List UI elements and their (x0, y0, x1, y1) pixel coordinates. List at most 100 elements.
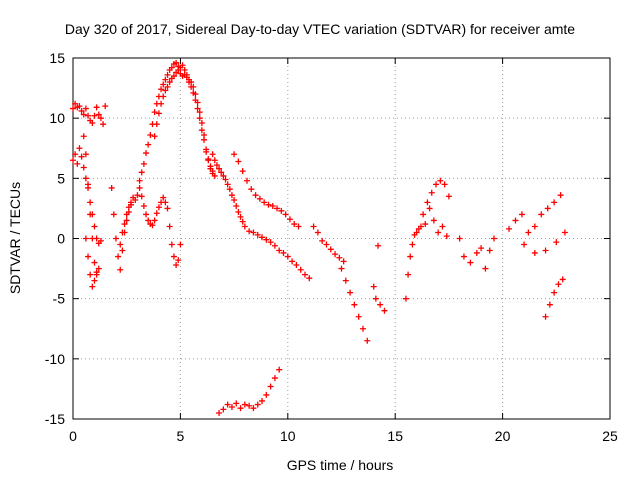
data-point (112, 235, 119, 242)
y-axis-label: SDTVAR / TECUs (7, 182, 23, 294)
data-point (78, 107, 85, 114)
data-point (420, 211, 427, 218)
data-point (76, 103, 83, 110)
data-point (194, 105, 201, 112)
data-point (78, 153, 85, 160)
data-point (252, 192, 259, 199)
data-point (132, 196, 139, 203)
data-point (138, 193, 145, 200)
data-point (443, 233, 450, 240)
data-point (224, 401, 231, 408)
data-point (482, 265, 489, 272)
data-point (85, 112, 92, 119)
data-point (426, 205, 433, 212)
data-point (538, 211, 545, 218)
data-point (95, 111, 102, 118)
data-point (198, 127, 205, 134)
data-point (209, 151, 216, 158)
data-point (125, 204, 132, 211)
data-point (196, 115, 203, 122)
x-axis-label: GPS time / hours (287, 457, 394, 473)
data-point (162, 199, 169, 206)
data-point (512, 217, 519, 224)
data-point (327, 246, 334, 253)
data-point (216, 409, 223, 416)
data-point (211, 157, 218, 164)
data-point (119, 229, 126, 236)
x-tick-label: 0 (69, 428, 77, 444)
data-point (209, 168, 216, 175)
data-point (211, 172, 218, 179)
data-point (445, 193, 452, 200)
data-point (473, 249, 480, 256)
data-point (162, 87, 169, 94)
data-point (166, 79, 173, 86)
data-point (542, 313, 549, 320)
data-point (87, 271, 94, 278)
data-point (76, 145, 83, 152)
data-point (323, 241, 330, 248)
data-point (170, 73, 177, 80)
y-tick-label: 15 (49, 50, 65, 66)
data-point (91, 259, 98, 266)
y-tick-label: 0 (57, 231, 65, 247)
data-point (140, 203, 147, 210)
data-point (439, 223, 446, 230)
data-point (97, 237, 104, 244)
data-point (110, 211, 117, 218)
data-point (293, 261, 300, 268)
y-tick-label: -15 (45, 411, 65, 427)
data-point (437, 177, 444, 184)
data-point (310, 223, 317, 230)
data-point (433, 181, 440, 188)
data-point (261, 199, 268, 206)
data-point (271, 375, 278, 382)
data-point (271, 242, 278, 249)
data-point (282, 211, 289, 218)
data-points (70, 59, 568, 416)
data-point (164, 83, 171, 90)
data-point (289, 258, 296, 265)
data-point (226, 186, 233, 193)
data-point (145, 217, 152, 224)
data-point (222, 176, 229, 183)
data-point (235, 209, 242, 216)
data-point (102, 103, 109, 110)
data-point (127, 199, 134, 206)
data-point (220, 172, 227, 179)
x-tick-label: 10 (280, 428, 296, 444)
data-point (486, 247, 493, 254)
data-point (241, 223, 248, 230)
data-point (220, 406, 227, 413)
data-point (291, 221, 298, 228)
data-point (428, 189, 435, 196)
data-point (136, 184, 143, 191)
data-point (95, 265, 102, 272)
data-point (377, 301, 384, 308)
data-point (143, 150, 150, 157)
data-point (237, 405, 244, 412)
data-point (228, 192, 235, 199)
data-point (89, 119, 96, 126)
data-point (259, 234, 266, 241)
data-point (413, 229, 420, 236)
data-point (160, 81, 167, 88)
data-point (224, 181, 231, 188)
data-point (207, 163, 214, 170)
data-point (164, 71, 171, 78)
data-point (72, 100, 79, 107)
data-point (409, 241, 416, 248)
data-point (372, 295, 379, 302)
data-point (100, 121, 107, 128)
data-point (424, 199, 431, 206)
chart-title: Day 320 of 2017, Sidereal Day-to-day VTE… (65, 21, 575, 37)
x-tick-label: 20 (495, 428, 511, 444)
data-point (284, 253, 291, 260)
data-point (151, 133, 158, 140)
data-point (319, 237, 326, 244)
data-point (250, 229, 257, 236)
data-point (153, 121, 160, 128)
data-point (173, 59, 180, 66)
data-point (175, 257, 182, 264)
data-point (151, 217, 158, 224)
